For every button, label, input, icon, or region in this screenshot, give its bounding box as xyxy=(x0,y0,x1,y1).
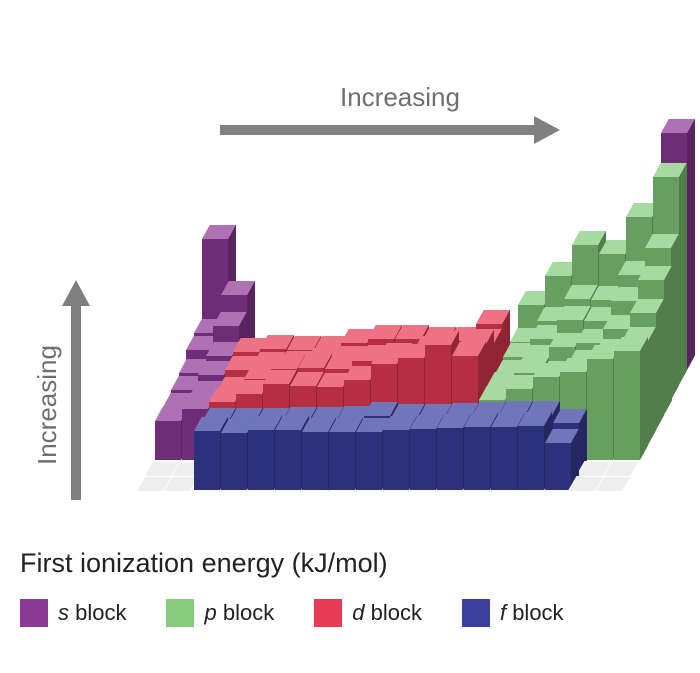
bar-side xyxy=(648,327,656,445)
bar-side xyxy=(640,337,648,460)
legend-item-f: f block xyxy=(462,599,564,627)
bar-front xyxy=(356,432,382,490)
bar-front xyxy=(545,443,571,490)
bar-front xyxy=(248,430,274,490)
legend-label-s: s block xyxy=(58,600,126,626)
bar-front xyxy=(491,427,517,491)
bar-front xyxy=(614,351,640,460)
isometric-stage xyxy=(100,40,670,520)
bar-side xyxy=(679,163,687,385)
bar-front xyxy=(437,428,463,490)
bar-side xyxy=(687,119,695,370)
bar-side xyxy=(656,299,664,430)
bar-front xyxy=(275,430,301,490)
arrow-vertical-head xyxy=(62,280,90,306)
bar-front xyxy=(302,432,328,491)
bar-front xyxy=(410,429,436,490)
legend-label-f: f block xyxy=(500,600,564,626)
bar-front xyxy=(587,359,613,460)
legend-item-s: s block xyxy=(20,599,126,627)
bar-side xyxy=(664,266,672,415)
bar-front xyxy=(464,427,490,490)
legend-item-d: d block xyxy=(314,599,422,627)
bar-front xyxy=(518,426,544,490)
legend-swatch-s xyxy=(20,599,48,627)
legend-swatch-f xyxy=(462,599,490,627)
legend-label-p: p block xyxy=(204,600,274,626)
bar-front xyxy=(383,430,409,490)
bar-front xyxy=(194,431,220,490)
arrow-vertical-shaft xyxy=(71,304,81,500)
bar-front xyxy=(329,432,355,490)
arrow-vertical xyxy=(68,280,84,500)
bar-side xyxy=(671,234,679,400)
legend-label-d: d block xyxy=(352,600,422,626)
ionization-3d-chart: Increasing Increasing xyxy=(20,20,680,530)
increasing-label-vertical: Increasing xyxy=(32,345,63,465)
legend-swatch-p xyxy=(166,599,194,627)
legend: s block p block d block f block xyxy=(20,599,680,627)
chart-title: First ionization energy (kJ/mol) xyxy=(20,548,680,579)
legend-swatch-d xyxy=(314,599,342,627)
bar-front xyxy=(155,421,181,460)
legend-item-p: p block xyxy=(166,599,274,627)
bar-front xyxy=(221,433,247,490)
